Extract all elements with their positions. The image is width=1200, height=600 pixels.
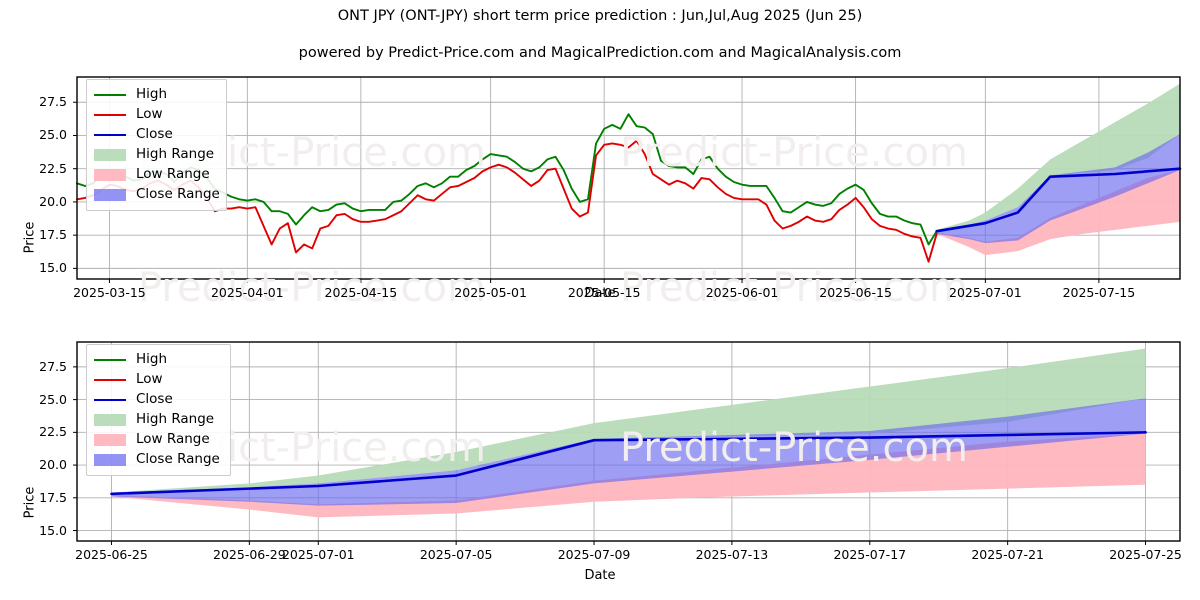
legend-swatch-high-icon [93, 88, 127, 102]
legend-item-close-range: Close Range [93, 185, 220, 205]
legend-swatch-mark [94, 434, 126, 446]
y-tick-label: 17.5 [39, 227, 67, 243]
legend-label: High Range [136, 411, 215, 428]
top-chart-plot [73, 76, 1182, 283]
legend-swatch-mark [94, 189, 126, 201]
y-tick-label: 22.5 [39, 160, 67, 176]
legend-item-low-range: Low Range [93, 430, 222, 450]
y-tick-label: 17.5 [39, 489, 67, 505]
bottom-chart-xlabel: Date [584, 568, 616, 583]
x-tick-label: 2025-06-25 [75, 547, 148, 562]
legend-swatch-low-icon [93, 108, 127, 122]
x-tick-label: 2025-07-13 [695, 547, 769, 562]
legend-swatch-mark [94, 93, 126, 97]
x-tick-label: 2025-04-15 [324, 285, 398, 300]
legend-swatch-close-range-icon [93, 188, 127, 202]
legend-swatch-high-range-icon [93, 413, 127, 427]
legend-swatch-low-icon [93, 373, 127, 387]
x-tick-label: 2025-07-01 [281, 547, 355, 562]
x-tick-label: 2025-07-21 [971, 547, 1044, 562]
legend-label: Low [136, 106, 163, 123]
top-chart-panel: Price Date Predict-Price.com Predict-Pri… [0, 70, 1200, 320]
bottom-chart-plot [73, 341, 1181, 545]
legend-item-low: Low [93, 105, 218, 125]
legend-item-close: Close [93, 125, 218, 145]
x-tick-label: 2025-03-15 [73, 285, 146, 300]
y-tick-label: 25.0 [39, 127, 67, 143]
y-tick-label: 27.5 [39, 358, 67, 374]
figure-subtitle: powered by Predict-Price.com and Magical… [298, 45, 902, 61]
x-tick-label: 2025-05-15 [567, 285, 641, 300]
legend-swatch-low-range-icon [93, 168, 127, 182]
figure-title: ONT JPY (ONT-JPY) short term price predi… [337, 8, 863, 24]
legend-label: Low Range [136, 431, 210, 448]
legend-label: Close [136, 126, 173, 143]
x-tick-label: 2025-06-15 [819, 285, 892, 300]
legend-swatch-high-range-icon [93, 148, 127, 162]
legend-swatch-close-icon [93, 393, 127, 407]
legend-swatch-high-icon [93, 353, 127, 367]
legend-swatch-low-range-icon [93, 433, 127, 447]
x-tick-label: 2025-07-17 [833, 547, 907, 562]
legend-swatch-mark [94, 358, 126, 362]
top-chart-xlabel: Date [584, 286, 616, 301]
x-tick-label: 2025-07-25 [1109, 547, 1182, 562]
legend-swatch-mark [94, 169, 126, 181]
legend-label: Low Range [136, 166, 210, 183]
legend-swatch-mark [94, 454, 126, 466]
legend-item-close: Close [93, 390, 222, 410]
x-tick-label: 2025-04-01 [210, 285, 284, 300]
y-tick-label: 22.5 [39, 424, 67, 440]
legend-label: High [136, 351, 168, 368]
top-chart-legend: High Low Close High Range Low Range Close Ran… [86, 79, 227, 211]
x-tick-label: 2025-07-01 [949, 285, 1022, 300]
legend-label: Close Range [136, 451, 220, 468]
x-tick-label: 2025-07-15 [1062, 285, 1136, 300]
legend-swatch-close-range-icon [93, 453, 127, 467]
legend-label: Close Range [136, 186, 220, 203]
y-tick-label: 25.0 [39, 391, 67, 407]
bottom-chart-panel: Price Date Predict-Price.com Predict-Pri… [0, 335, 1200, 600]
legend-label: High [136, 86, 168, 103]
legend-label: Close [136, 391, 173, 408]
legend-swatch-mark [94, 378, 126, 382]
y-tick-label: 27.5 [39, 94, 67, 110]
y-tick-label: 20.0 [39, 193, 67, 209]
legend-swatch-mark [94, 133, 126, 137]
y-tick-label: 15.0 [39, 522, 67, 538]
y-tick-label: 20.0 [39, 457, 67, 473]
legend-item-high: High [93, 350, 222, 370]
legend-item-low: Low [93, 370, 222, 390]
legend-label: High Range [136, 146, 215, 163]
legend-label: Low [136, 371, 163, 388]
legend-swatch-close-icon [93, 128, 127, 142]
y-tick-label: 15.0 [39, 260, 67, 276]
legend-swatch-mark [94, 113, 126, 117]
x-tick-label: 2025-06-01 [705, 285, 779, 300]
x-tick-label: 2025-07-05 [419, 547, 493, 562]
x-tick-label: 2025-07-09 [557, 547, 631, 562]
legend-item-low-range: Low Range [93, 165, 218, 185]
legend-item-high: High [93, 85, 218, 105]
legend-item-high-range: High Range [93, 410, 222, 430]
legend-swatch-mark [94, 414, 126, 426]
legend-swatch-mark [94, 398, 126, 402]
x-tick-label: 2025-06-29 [213, 547, 286, 562]
bottom-chart-legend: High Low Close High Range Low Range Close Ran… [86, 344, 231, 476]
legend-swatch-mark [94, 149, 126, 161]
legend-item-close-range: Close Range [93, 450, 222, 470]
x-tick-label: 2025-05-01 [454, 285, 527, 300]
legend-item-high-range: High Range [93, 145, 218, 165]
